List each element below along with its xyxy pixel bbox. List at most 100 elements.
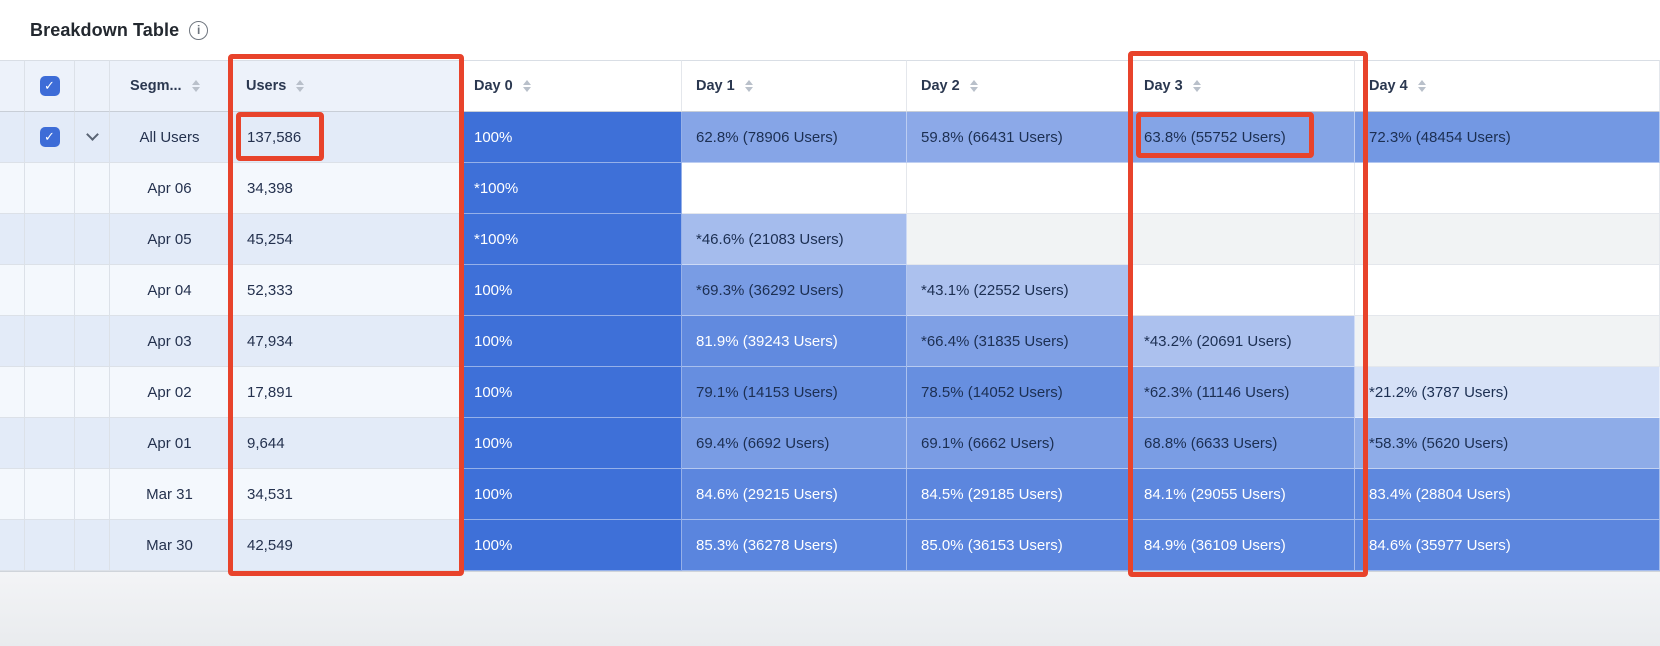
users-header-label: Users <box>246 78 286 94</box>
row-checkbox-cell <box>25 367 75 418</box>
sort-icon[interactable] <box>296 80 304 92</box>
day4-column-header[interactable]: Day 4 <box>1355 60 1660 112</box>
row-expand-cell <box>75 214 110 265</box>
row-expand-cell <box>75 418 110 469</box>
table-row: Apr 0452,333100%*69.3% (36292 Users)*43.… <box>0 265 1660 316</box>
day-empty-cell <box>1130 214 1355 265</box>
sort-icon[interactable] <box>970 80 978 92</box>
table-header-row: ✓ Segm... Users Day 0 Day 1 Day 2 <box>0 60 1660 112</box>
row-spacer-cell <box>0 265 25 316</box>
row-expand-cell <box>75 265 110 316</box>
sort-icon[interactable] <box>1418 80 1426 92</box>
segment-column-header[interactable]: Segm... <box>110 60 230 112</box>
select-all-cell: ✓ <box>25 60 75 112</box>
select-all-checkbox[interactable]: ✓ <box>40 76 60 96</box>
day-value-cell: 84.6% (35977 Users) <box>1355 520 1660 571</box>
day-empty-cell <box>907 214 1130 265</box>
users-cell: 47,934 <box>230 316 460 367</box>
day1-column-header[interactable]: Day 1 <box>682 60 907 112</box>
segment-cell: Apr 04 <box>110 265 230 316</box>
day-empty-cell <box>1355 265 1660 316</box>
day-value-cell: *66.4% (31835 Users) <box>907 316 1130 367</box>
sort-icon[interactable] <box>1193 80 1201 92</box>
day2-header-label: Day 2 <box>921 78 960 94</box>
day-value-cell: *62.3% (11146 Users) <box>1130 367 1355 418</box>
row-expand-cell <box>75 469 110 520</box>
segment-header-label: Segm... <box>130 78 182 94</box>
table-titlebar: Breakdown Table <box>0 0 1660 60</box>
chevron-down-icon[interactable] <box>86 128 99 141</box>
users-cell: 17,891 <box>230 367 460 418</box>
row-checkbox-cell <box>25 265 75 316</box>
table-row: Mar 3134,531100%84.6% (29215 Users)84.5%… <box>0 469 1660 520</box>
row-spacer-cell <box>0 163 25 214</box>
day-value-cell: 69.4% (6692 Users) <box>682 418 907 469</box>
row-checkbox-cell: ✓ <box>25 112 75 163</box>
sort-icon[interactable] <box>523 80 531 92</box>
segment-cell: Apr 01 <box>110 418 230 469</box>
row-checkbox-cell <box>25 520 75 571</box>
day-empty-cell <box>1130 265 1355 316</box>
day-value-cell: 78.5% (14052 Users) <box>907 367 1130 418</box>
segment-cell: Mar 30 <box>110 520 230 571</box>
segment-cell: Mar 31 <box>110 469 230 520</box>
users-cell: 137,586 <box>230 112 460 163</box>
day-value-cell: 62.8% (78906 Users) <box>682 112 907 163</box>
day1-header-label: Day 1 <box>696 78 735 94</box>
day-value-cell: 69.1% (6662 Users) <box>907 418 1130 469</box>
table-row: ✓ All Users137,586100%62.8% (78906 Users)… <box>0 112 1660 163</box>
day-value-cell: 100% <box>460 418 682 469</box>
day-value-cell: 79.1% (14153 Users) <box>682 367 907 418</box>
segment-cell: Apr 06 <box>110 163 230 214</box>
row-checkbox[interactable]: ✓ <box>40 127 60 147</box>
day2-column-header[interactable]: Day 2 <box>907 60 1130 112</box>
users-cell: 9,644 <box>230 418 460 469</box>
info-icon[interactable] <box>189 21 208 40</box>
day-value-cell: 100% <box>460 316 682 367</box>
day-value-cell: 59.8% (66431 Users) <box>907 112 1130 163</box>
day-value-cell: *100% <box>460 214 682 265</box>
day-value-cell: *21.2% (3787 Users) <box>1355 367 1660 418</box>
page-title: Breakdown Table <box>30 20 179 41</box>
row-spacer-cell <box>0 469 25 520</box>
row-spacer-cell <box>0 418 25 469</box>
day-empty-cell <box>1355 163 1660 214</box>
day4-header-label: Day 4 <box>1369 78 1408 94</box>
day-value-cell: 81.9% (39243 Users) <box>682 316 907 367</box>
segment-cell: Apr 03 <box>110 316 230 367</box>
day-value-cell: 83.4% (28804 Users) <box>1355 469 1660 520</box>
row-expand-cell <box>75 316 110 367</box>
row-spacer-cell <box>0 520 25 571</box>
users-cell: 34,531 <box>230 469 460 520</box>
day0-header-label: Day 0 <box>474 78 513 94</box>
day-value-cell: *58.3% (5620 Users) <box>1355 418 1660 469</box>
day-value-cell: *100% <box>460 163 682 214</box>
row-checkbox-cell <box>25 214 75 265</box>
day-empty-cell <box>1130 163 1355 214</box>
users-cell: 45,254 <box>230 214 460 265</box>
day-value-cell: 100% <box>460 265 682 316</box>
day-value-cell: *43.1% (22552 Users) <box>907 265 1130 316</box>
users-column-header[interactable]: Users <box>230 60 460 112</box>
sort-icon[interactable] <box>745 80 753 92</box>
day-empty-cell <box>1355 214 1660 265</box>
day-value-cell: 85.3% (36278 Users) <box>682 520 907 571</box>
table-body: ✓All Users137,586100%62.8% (78906 Users)… <box>0 112 1660 571</box>
segment-cell: All Users <box>110 112 230 163</box>
day3-column-header[interactable]: Day 3 <box>1130 60 1355 112</box>
day-empty-cell <box>907 163 1130 214</box>
day-value-cell: 84.6% (29215 Users) <box>682 469 907 520</box>
day-value-cell: 100% <box>460 469 682 520</box>
row-checkbox-cell <box>25 163 75 214</box>
day0-column-header[interactable]: Day 0 <box>460 60 682 112</box>
row-expand-cell <box>75 520 110 571</box>
day-value-cell: *69.3% (36292 Users) <box>682 265 907 316</box>
row-expand-cell <box>75 112 110 163</box>
row-spacer-cell <box>0 214 25 265</box>
users-cell: 34,398 <box>230 163 460 214</box>
sort-icon[interactable] <box>192 80 200 92</box>
row-checkbox-cell <box>25 316 75 367</box>
segment-cell: Apr 05 <box>110 214 230 265</box>
day-value-cell: 100% <box>460 112 682 163</box>
segment-cell: Apr 02 <box>110 367 230 418</box>
